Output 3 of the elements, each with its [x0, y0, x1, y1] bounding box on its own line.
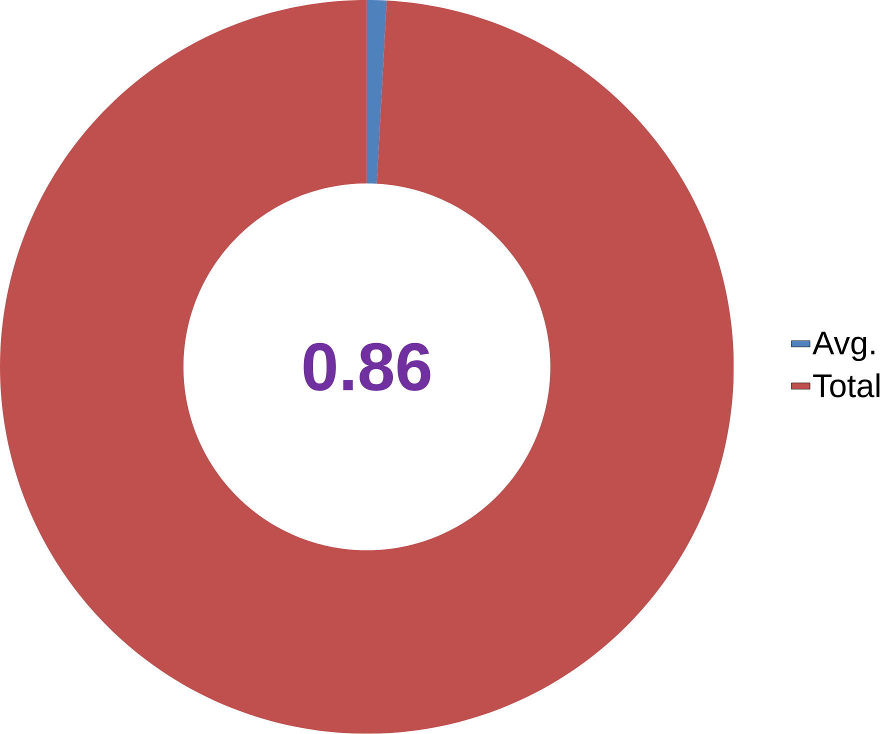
text: 0.86	[304, 343, 430, 391]
legend-label: Total	[813, 373, 880, 398]
legend-label: Avg.	[812, 332, 874, 362]
